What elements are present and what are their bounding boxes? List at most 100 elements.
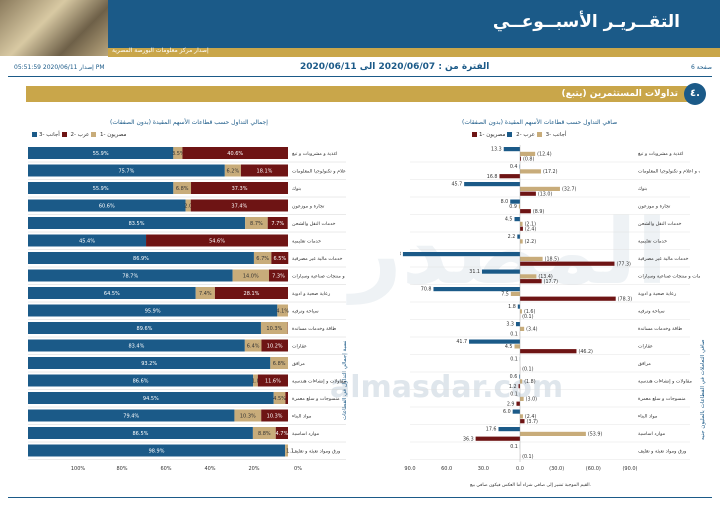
chart2-bar (520, 151, 536, 156)
chart2-bar (499, 174, 520, 179)
chart1-bar (28, 357, 271, 369)
chart1-category-label: عقارات (292, 344, 307, 350)
chart1-data-label: 8.8% (258, 431, 271, 437)
chart1-category-label: خدمات مالية غير مصرفية (292, 256, 342, 262)
chart1-data-label: 10.3% (266, 326, 282, 332)
chart2-bar (481, 269, 520, 274)
chart1-data-label: 6.5% (273, 256, 286, 262)
chart2-category-label: تجارة و موزعون (638, 204, 671, 210)
chart1-data-label: 7.4% (199, 291, 212, 297)
chart2-bar (510, 199, 520, 204)
chart2-tick-label: (60.0) (586, 466, 601, 472)
chart2-bar (475, 436, 520, 441)
chart2-bar (520, 414, 523, 419)
chart2-category-label: منسوجات و سلع معمرة (638, 396, 686, 402)
chart1-bar (273, 392, 286, 404)
chart2-bar (520, 274, 537, 279)
chart2-bar (433, 287, 520, 292)
chart1-bar (28, 269, 233, 282)
chart1-bar (28, 304, 278, 317)
chart1-bar (252, 427, 276, 439)
chart2-data-label: 31.1 (469, 269, 480, 275)
chart1-bar (271, 252, 289, 264)
chart2-data-label: 2.9 (507, 401, 515, 407)
period-label: الفترة من : 2020/06/07 الى 2020/06/11 (300, 62, 490, 72)
chart2-data-label: (2.2) (525, 239, 537, 245)
chart1-data-label: 83.4% (128, 344, 144, 350)
footer-divider (8, 497, 712, 498)
chart1-bar (28, 199, 186, 212)
chart1-bar (214, 287, 288, 299)
chart2-bar (520, 309, 522, 314)
chart2-category-label: مقاولات و إنشاءات هندسية (638, 379, 692, 385)
report-title: التقــريـر الأسبــوعــي (492, 12, 680, 32)
chart2-data-label: (3.0) (526, 397, 538, 403)
chart2-bar (518, 204, 520, 209)
chart1-tick-label: 100% (71, 466, 86, 472)
chart2-data-label: (78.3) (618, 296, 633, 302)
section-bar (26, 86, 696, 102)
chart1-bar (253, 374, 258, 387)
chart2-data-label: (17.2) (543, 169, 558, 175)
chart2-bar (520, 239, 523, 244)
chart2-bar (520, 221, 523, 226)
chart1-category-label: موارد اساسية (292, 431, 320, 437)
chart2-bar (514, 344, 520, 349)
chart2-bar (516, 401, 520, 406)
chart2-data-label: 0.9 (509, 204, 517, 210)
chart1-bar (245, 217, 268, 229)
chart1-data-label: 64.5% (104, 291, 120, 297)
chart2-bar (519, 374, 520, 379)
chart2-data-label: 0.1 (510, 331, 518, 337)
chart1-category-label: سياحة وترفيه (292, 309, 319, 315)
chart1-category-label: اغذية و مشروبات و تبغ (292, 151, 337, 157)
chart1-bar (261, 409, 288, 422)
chart1-data-label: 2.0% (184, 204, 197, 210)
chart1-category-label: ورق ومواد تعبئة و تغليف (292, 449, 340, 455)
chart1-data-label: 60.6% (99, 204, 115, 210)
chart2-category-label: اغذية و مشروبات و تبغ (638, 151, 683, 157)
chart2-category-label: ورق ومواد تعبئة و تغليف (638, 449, 686, 455)
chart2-bar (517, 234, 520, 239)
chart2-bar (512, 409, 520, 414)
chart1-data-label: 89.6% (137, 326, 153, 332)
chart1-data-label: 55.9% (93, 151, 109, 157)
chart2-bar (520, 261, 615, 266)
chart2-bar (520, 279, 542, 284)
chart2-data-label: 70.8 (421, 287, 432, 293)
chart1-tick-label: 20% (248, 466, 259, 472)
chart1-category-label: مرافق (292, 361, 305, 367)
chart2-bar (498, 427, 520, 432)
chart2-data-label: 13.3 (491, 147, 502, 153)
section-number: ٤. (684, 83, 706, 105)
chart1-data-label: 55.9% (93, 186, 109, 192)
chart2-bar (517, 304, 520, 309)
chart1-bar (270, 357, 288, 369)
chart2-data-label: 41.7 (456, 339, 467, 345)
legend-egyptian: مصريون -1 (100, 132, 127, 138)
chart1-data-label: 79.4% (123, 414, 139, 420)
chart2-category-label: خدمات النقل والشحن (638, 221, 682, 227)
chart2-category-label: خدمات مالية غير مصرفية (638, 256, 688, 262)
chart1-category-label: مقاولات و إنشاءات هندسية (292, 379, 346, 385)
chart2-bar (520, 296, 616, 301)
chart2-data-label: (1.6) (524, 309, 536, 315)
chart1-bar (28, 392, 274, 404)
chart2-data-label: 4.5 (505, 217, 513, 223)
chart2-tick-label: (30.0) (549, 466, 564, 472)
chart1-bar (28, 182, 174, 194)
chart1-data-label: 10.3% (267, 414, 283, 420)
chart2-category-label: مرافق (638, 361, 651, 367)
chart1-bar (269, 269, 288, 282)
chart1-data-label: 6.4% (247, 344, 260, 350)
chart1-bar (240, 164, 288, 177)
chart2-data-label: 1.8 (508, 304, 516, 310)
chart1-bar (173, 147, 183, 159)
chart2-data-label: (17.7) (544, 279, 559, 285)
chart1-category-label: مواد البناء (292, 414, 312, 420)
legend-egyptian: مصريون -1 (479, 132, 506, 138)
chart1-category-label: منسوجات و سلع معمرة (292, 396, 340, 402)
chart2-data-label: (46.2) (578, 349, 593, 355)
footnote: القيم الموجبة تشير إلى صافي شراء أما الع… (470, 483, 592, 488)
chart1-bar (253, 252, 272, 264)
